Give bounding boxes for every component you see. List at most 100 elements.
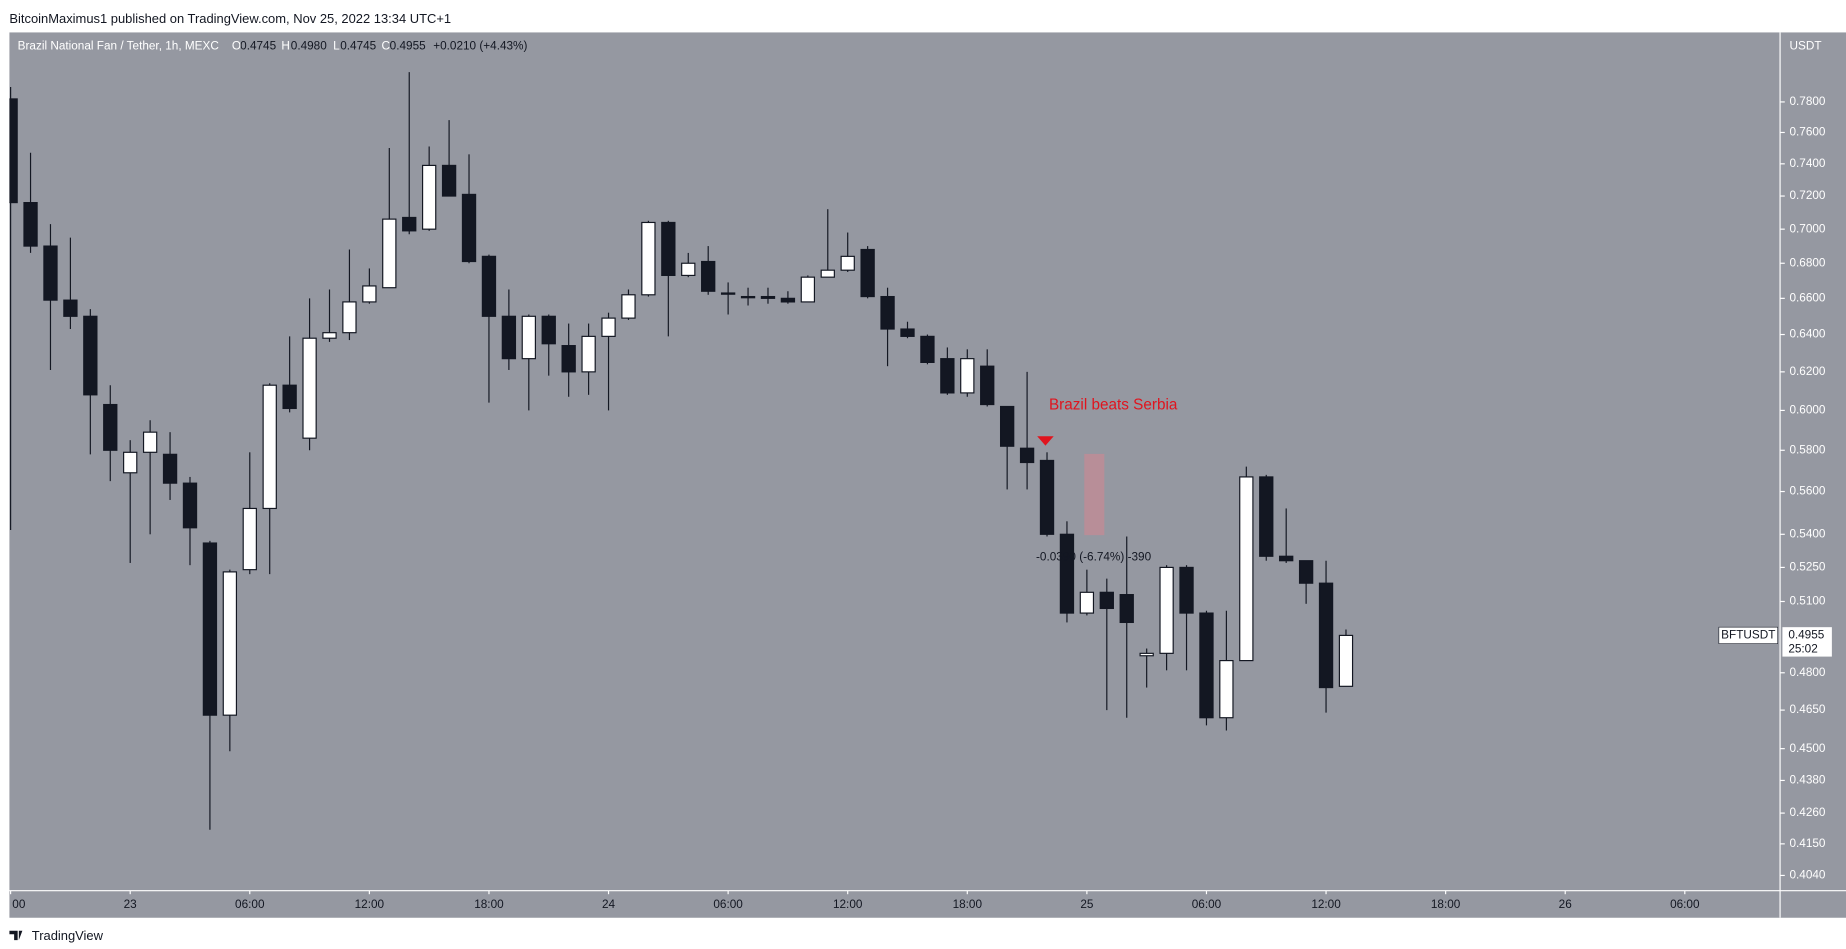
candle-body — [1179, 566, 1194, 614]
last-price-label: 0.4955 — [1788, 629, 1824, 642]
candle-body — [302, 337, 317, 439]
y-tick-label: 0.7400 — [1789, 157, 1825, 170]
candle-body — [1259, 476, 1274, 557]
y-axis-label: USDT — [1789, 40, 1821, 53]
candle-body — [999, 405, 1015, 447]
candle-body — [222, 571, 238, 716]
candle-body — [621, 294, 636, 319]
y-tick-label: 0.4260 — [1789, 806, 1825, 819]
candle-body — [740, 295, 756, 299]
x-tick-label: 26 — [1559, 898, 1573, 911]
candle-body — [1318, 582, 1334, 689]
candle-body — [382, 218, 397, 289]
candle-body — [581, 335, 596, 373]
x-tick-label: 06:00 — [1192, 898, 1222, 911]
x-tick-label: 18:00 — [1431, 898, 1461, 911]
candle-body — [23, 202, 38, 247]
candle-body — [103, 403, 118, 451]
candle-body — [1338, 634, 1354, 687]
candle-body — [182, 482, 198, 529]
candle-body — [202, 542, 218, 716]
candle-body — [1219, 660, 1234, 719]
candle-body — [9, 98, 18, 204]
candle-body — [461, 193, 477, 263]
candle-body — [780, 297, 796, 303]
candle-body — [242, 507, 257, 571]
candle-body — [760, 295, 776, 299]
candle-body — [501, 315, 517, 360]
y-tick-label: 0.6800 — [1789, 256, 1825, 269]
y-tick-label: 0.4380 — [1789, 774, 1825, 787]
candle-body — [1279, 555, 1294, 562]
chart-title: Brazil National Fan / Tether, 1h, MEXC — [18, 40, 220, 53]
candle-body — [641, 221, 656, 296]
y-tick-label: 0.5800 — [1789, 443, 1825, 456]
ohlc-letter: H — [281, 40, 290, 53]
x-tick-label: 12:00 — [355, 898, 385, 911]
candle-body — [43, 245, 58, 301]
candle-body — [1099, 591, 1114, 610]
ohlc-letter: C — [381, 40, 390, 53]
y-tick-label: 0.5250 — [1789, 561, 1825, 574]
candle-body — [1159, 566, 1174, 654]
candle-body — [1039, 459, 1055, 535]
candle-body — [362, 285, 377, 303]
candle-body — [1199, 612, 1214, 719]
candle-body — [1239, 476, 1254, 662]
candle-body — [142, 431, 158, 453]
candle-body — [980, 365, 995, 406]
y-tick-label: 0.5600 — [1789, 485, 1825, 498]
candle-body — [1019, 447, 1035, 464]
x-tick-label: 12:00 — [1311, 898, 1341, 911]
candle-body — [820, 269, 835, 278]
candle-body — [322, 332, 337, 339]
candle-body — [920, 335, 935, 364]
candle-body — [342, 301, 357, 334]
y-tick-label: 0.5100 — [1789, 595, 1825, 608]
candle-body — [1139, 652, 1154, 657]
candle-body — [521, 315, 536, 360]
ohlc-letter: O — [232, 40, 241, 53]
candle-body — [402, 216, 417, 232]
x-tick-label: 23 — [124, 898, 138, 911]
footer-brand: TradingView — [32, 928, 104, 943]
candle-body — [880, 295, 895, 330]
candle-body — [681, 262, 696, 277]
footer-logo — [9, 930, 23, 941]
x-tick-label: 00 — [12, 898, 26, 911]
x-tick-label: 06:00 — [235, 898, 265, 911]
candle-body — [601, 317, 616, 337]
x-tick-label: 12:00 — [833, 898, 863, 911]
plot-area — [9, 72, 1354, 830]
y-tick-label: 0.4650 — [1789, 703, 1825, 716]
y-tick-label: 0.5400 — [1789, 527, 1825, 540]
y-tick-label: 0.7200 — [1789, 189, 1825, 202]
candle-body — [1059, 533, 1075, 614]
y-tick-label: 0.4040 — [1789, 869, 1825, 882]
last-price-box — [1782, 627, 1832, 657]
candle-body — [800, 276, 816, 303]
ohlc-value: 0.4745 — [340, 40, 376, 53]
ohlc-change: +0.0210 (+4.43%) — [433, 40, 527, 53]
y-tick-label: 0.6400 — [1789, 328, 1825, 341]
candle-body — [1079, 591, 1095, 614]
candle-body — [940, 358, 955, 394]
y-tick-label: 0.4800 — [1789, 666, 1825, 679]
candle-body — [840, 255, 855, 271]
x-tick-label: 06:00 — [713, 898, 743, 911]
ohlc-value: 0.4980 — [291, 40, 327, 53]
candle-body — [262, 384, 277, 510]
candle-body — [561, 345, 576, 373]
x-tick-label: 18:00 — [953, 898, 983, 911]
x-tick-label: 18:00 — [474, 898, 504, 911]
y-tick-label: 0.7000 — [1789, 222, 1825, 235]
candle-body — [1119, 594, 1134, 624]
candle-body — [481, 255, 497, 317]
y-tick-label: 0.7800 — [1789, 95, 1825, 108]
symbol-label-box — [1718, 626, 1779, 644]
candle-body — [701, 260, 716, 292]
measure-box — [1084, 453, 1105, 536]
y-tick-label: 0.6000 — [1789, 404, 1825, 417]
measure-text: -0.0390 (-6.74%) -390 — [1036, 551, 1152, 564]
